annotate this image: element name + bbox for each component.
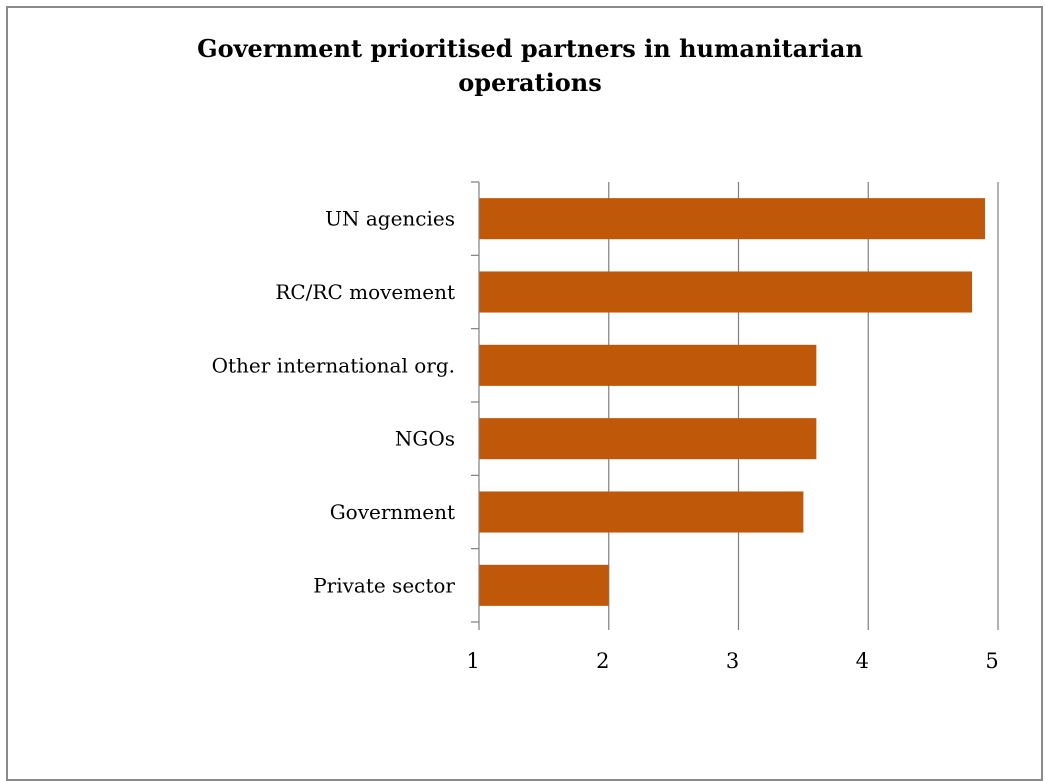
gridlines — [608, 182, 999, 622]
x-tick-label: 5 — [985, 649, 998, 673]
chart-title: Government prioritised partners in human… — [197, 34, 863, 97]
x-tick-label: 4 — [856, 649, 869, 673]
bar — [479, 198, 986, 240]
bar — [479, 418, 817, 460]
axes — [471, 181, 999, 630]
bar — [479, 271, 973, 313]
bars — [479, 198, 986, 606]
x-tick-label: 2 — [596, 649, 609, 673]
bar — [479, 564, 609, 606]
category-label: Private sector — [313, 573, 455, 597]
x-tick-label: 1 — [466, 649, 479, 673]
x-tick-label: 3 — [726, 649, 739, 673]
bar — [479, 491, 804, 533]
category-label: NGOs — [395, 427, 455, 451]
category-label: Other international org. — [212, 353, 455, 377]
axis-labels: 1 2 3 4 5 UN agencies RC/RC movement Other inte… — [212, 207, 999, 673]
category-label: RC/RC movement — [275, 280, 455, 304]
category-label: Government — [330, 500, 455, 524]
category-label: UN agencies — [325, 207, 455, 231]
bar — [479, 344, 817, 386]
